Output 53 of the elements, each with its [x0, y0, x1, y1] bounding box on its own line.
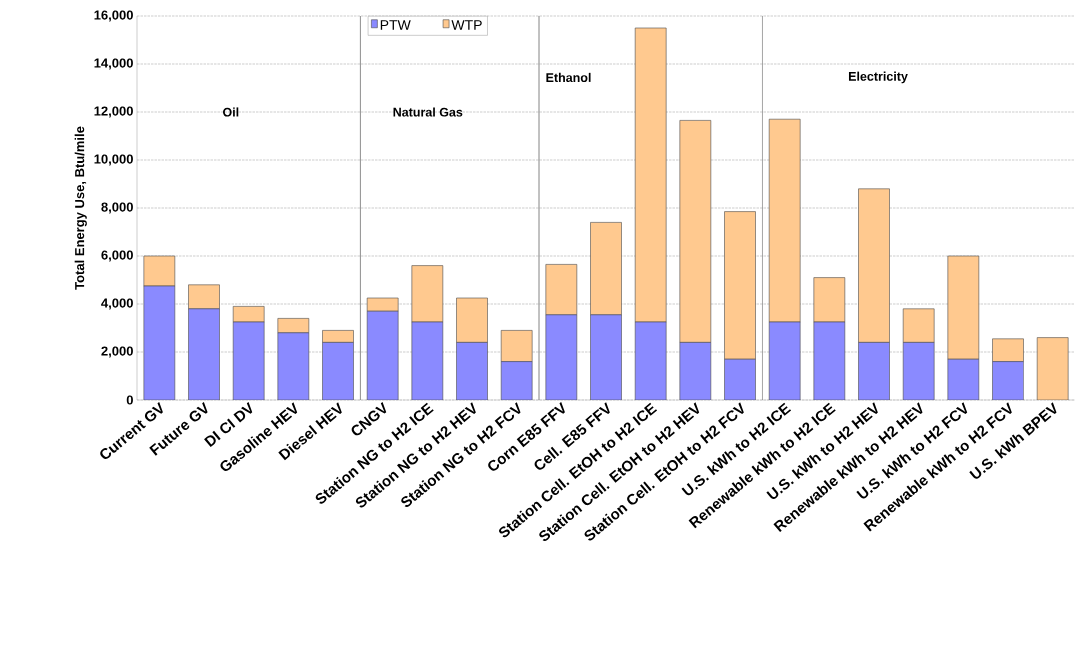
y-tick-label: 8,000 — [101, 202, 133, 214]
bar — [232, 321, 265, 400]
bar — [1036, 337, 1069, 400]
bar — [634, 27, 667, 323]
annotation: Natural Gas — [393, 107, 463, 117]
annotation: Electricity — [848, 71, 908, 84]
bar — [143, 285, 176, 400]
bar — [366, 310, 399, 400]
bar — [902, 308, 935, 343]
bar — [411, 321, 444, 400]
bar — [500, 361, 533, 400]
bar — [500, 330, 533, 362]
bar — [768, 118, 801, 323]
bar — [590, 314, 622, 400]
bar — [545, 264, 578, 316]
y-axis-title: Total Energy Use, Btu/mile — [74, 126, 87, 290]
bar — [813, 277, 846, 323]
bar — [992, 338, 1024, 362]
annotation: Ethanol — [546, 72, 591, 83]
bar — [679, 342, 712, 400]
bar — [858, 188, 890, 343]
legend-label: WTP — [451, 20, 482, 30]
bar — [724, 358, 756, 400]
y-tick-label: 16,000 — [94, 10, 133, 22]
annotation: Oil — [222, 107, 239, 117]
bar — [322, 342, 354, 400]
bar — [724, 211, 756, 360]
bar — [813, 321, 846, 400]
bar — [545, 314, 578, 400]
bar — [679, 120, 712, 343]
bar — [143, 255, 176, 287]
bar — [188, 308, 220, 400]
y-tick-label: 10,000 — [94, 154, 133, 166]
bar — [768, 321, 801, 400]
y-tick-label: 2,000 — [101, 346, 133, 358]
y-tick-label: 12,000 — [94, 106, 133, 118]
bar — [634, 321, 667, 400]
y-tick-label: 4,000 — [101, 298, 133, 310]
bar — [902, 342, 935, 400]
bar — [590, 222, 622, 316]
bar — [188, 284, 220, 310]
y-tick-label: 0 — [126, 395, 133, 405]
bar — [947, 358, 980, 400]
bar — [858, 342, 890, 400]
bar — [411, 265, 444, 323]
bar — [947, 255, 980, 360]
y-tick-label: 14,000 — [94, 58, 133, 70]
bar — [277, 332, 310, 400]
bar — [456, 297, 488, 343]
legend-label: PTW — [380, 20, 411, 30]
bar — [456, 342, 488, 400]
y-tick-label: 6,000 — [101, 250, 133, 262]
bar — [992, 361, 1024, 400]
